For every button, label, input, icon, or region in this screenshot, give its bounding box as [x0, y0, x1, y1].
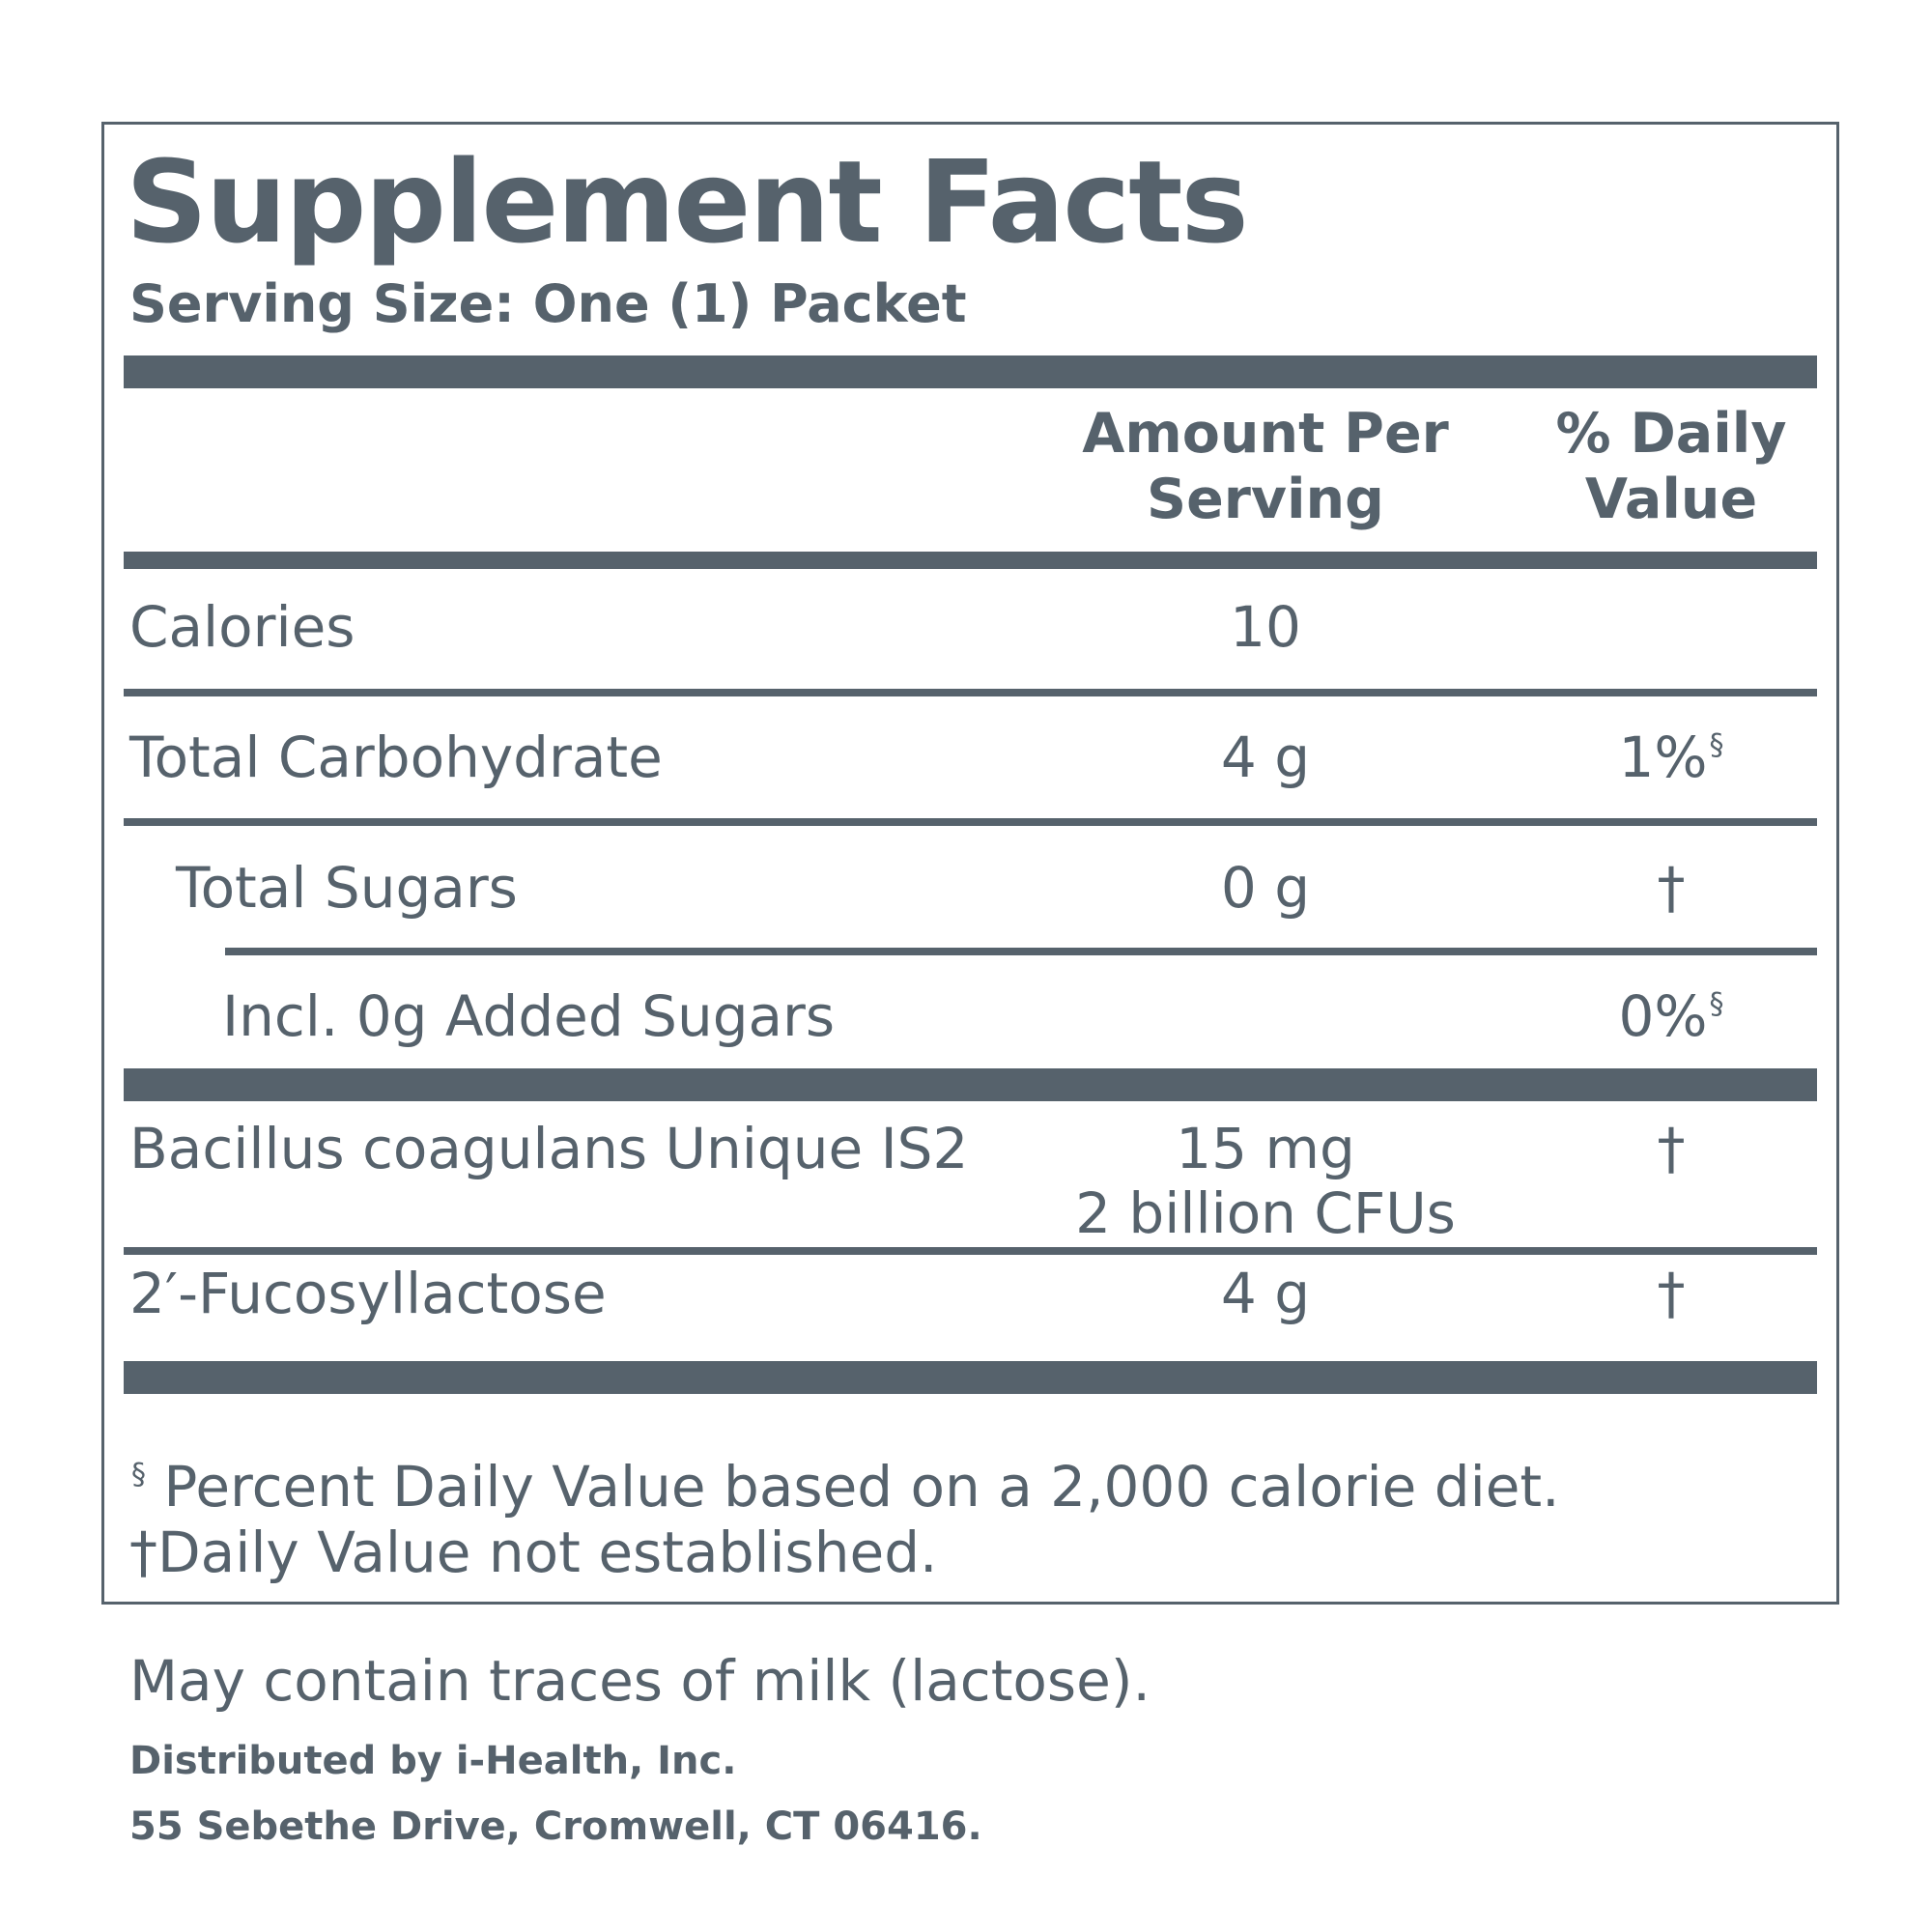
footnote-line-2: †Daily Value not established.: [129, 1520, 938, 1585]
footnote-line-1: Percent Daily Value based on a 2,000 cal…: [146, 1454, 1560, 1520]
row-calories-label: Calories: [129, 594, 355, 660]
footnote-percent-dv: § Percent Daily Value based on a 2,000 c…: [129, 1454, 1560, 1520]
column-header-amount: Amount Per Serving: [1082, 402, 1449, 531]
thick-divider-mid: [124, 1068, 1817, 1101]
distributor: Distributed by i-Health, Inc.: [129, 1739, 737, 1783]
row-total-sugars-label: Total Sugars: [176, 855, 518, 921]
row-bacillus-amount-cfu: 2 billion CFUs: [1075, 1180, 1456, 1246]
divider-sugars: [225, 948, 1817, 955]
bacillus-strain: Unique IS2: [647, 1116, 969, 1181]
row-fucosyllactose-dv: †: [1657, 1261, 1686, 1326]
panel-title: Supplement Facts: [126, 135, 1249, 269]
row-total-carbohydrate-amount: 4 g: [1220, 724, 1311, 790]
row-bacillus-dv: †: [1657, 1116, 1686, 1181]
serving-size: Serving Size: One (1) Packet: [129, 273, 967, 334]
section-mark: §: [131, 1458, 146, 1492]
divider-calories: [124, 689, 1817, 696]
divider-carbohydrate: [124, 818, 1817, 826]
row-added-sugars-dv: 0%§: [1526, 983, 1816, 1049]
allergen-statement: May contain traces of milk (lactose).: [129, 1648, 1151, 1714]
dv-value: 0%: [1618, 983, 1708, 1049]
row-calories-amount: 10: [1230, 594, 1301, 660]
thick-divider-top: [124, 355, 1817, 388]
column-header-daily-value: % Daily Value: [1555, 402, 1787, 531]
thick-divider-bottom: [124, 1361, 1817, 1394]
row-fucosyllactose-amount: 4 g: [1220, 1261, 1311, 1326]
row-bacillus-label: Bacillus coagulans Unique IS2: [129, 1116, 968, 1181]
distributor-address: 55 Sebethe Drive, Cromwell, CT 06416.: [129, 1804, 982, 1849]
row-added-sugars-label: Incl. 0g Added Sugars: [222, 983, 836, 1049]
row-total-sugars-dv: †: [1657, 855, 1686, 921]
row-total-carbohydrate-label: Total Carbohydrate: [129, 724, 663, 790]
bacillus-species: Bacillus coagulans: [129, 1116, 648, 1181]
divider-bacillus: [124, 1247, 1817, 1255]
row-total-carbohydrate-dv: 1%§: [1526, 724, 1816, 790]
section-mark: §: [1709, 987, 1724, 1021]
row-bacillus-amount-mg: 15 mg: [1176, 1116, 1355, 1181]
row-total-sugars-amount: 0 g: [1220, 855, 1311, 921]
supplement-facts-panel: [101, 122, 1839, 1605]
section-mark: §: [1709, 728, 1724, 762]
row-fucosyllactose-label: 2′-Fucosyllactose: [129, 1261, 607, 1326]
thick-divider-header: [124, 552, 1817, 569]
dv-value: 1%: [1618, 724, 1708, 790]
